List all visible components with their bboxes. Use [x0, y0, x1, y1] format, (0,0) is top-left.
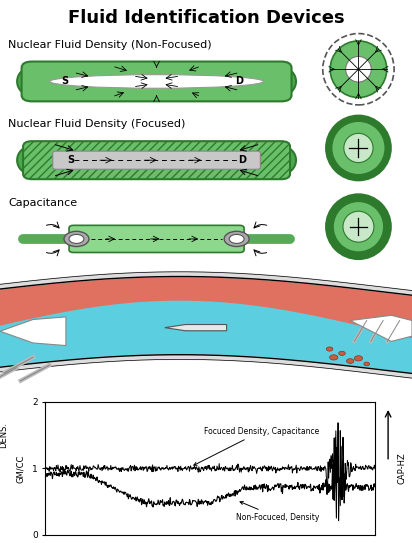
Text: Nuclear Fluid Density (Non-Focused): Nuclear Fluid Density (Non-Focused)	[8, 40, 212, 50]
Ellipse shape	[269, 68, 296, 95]
Text: D: D	[236, 77, 243, 86]
Circle shape	[326, 116, 391, 180]
Circle shape	[229, 235, 244, 243]
Text: Fluid Identification Devices: Fluid Identification Devices	[68, 9, 344, 27]
Text: S: S	[67, 155, 74, 165]
Circle shape	[346, 56, 371, 82]
Circle shape	[326, 347, 333, 351]
Circle shape	[364, 362, 370, 366]
Circle shape	[344, 134, 373, 162]
Text: Non-Focuced, Density: Non-Focuced, Density	[236, 502, 320, 522]
Circle shape	[332, 121, 385, 175]
Text: D: D	[239, 155, 247, 165]
Circle shape	[69, 235, 84, 243]
Circle shape	[343, 211, 374, 242]
FancyBboxPatch shape	[53, 151, 260, 169]
Polygon shape	[0, 317, 66, 345]
Text: Nuclear Fluid Density (Focused): Nuclear Fluid Density (Focused)	[8, 119, 186, 129]
Ellipse shape	[17, 147, 44, 174]
Circle shape	[339, 351, 345, 356]
Text: CAP-HZ: CAP-HZ	[398, 452, 407, 484]
Text: DENS.: DENS.	[0, 422, 8, 448]
Circle shape	[333, 201, 384, 252]
Circle shape	[326, 194, 391, 259]
Text: GM/CC: GM/CC	[16, 454, 25, 483]
Ellipse shape	[17, 68, 44, 95]
Circle shape	[330, 355, 338, 360]
FancyBboxPatch shape	[69, 225, 244, 252]
Ellipse shape	[50, 74, 263, 88]
Circle shape	[354, 356, 363, 361]
Text: S: S	[61, 77, 68, 86]
Polygon shape	[165, 325, 227, 331]
Text: Capacitance: Capacitance	[8, 198, 77, 207]
FancyBboxPatch shape	[23, 141, 290, 179]
Polygon shape	[350, 315, 412, 342]
Text: Focuced Density, Capacitance: Focuced Density, Capacitance	[194, 427, 319, 465]
FancyBboxPatch shape	[21, 61, 292, 102]
Circle shape	[346, 359, 354, 363]
Circle shape	[224, 231, 249, 247]
Circle shape	[330, 41, 387, 98]
Ellipse shape	[269, 147, 296, 174]
Circle shape	[64, 231, 89, 247]
